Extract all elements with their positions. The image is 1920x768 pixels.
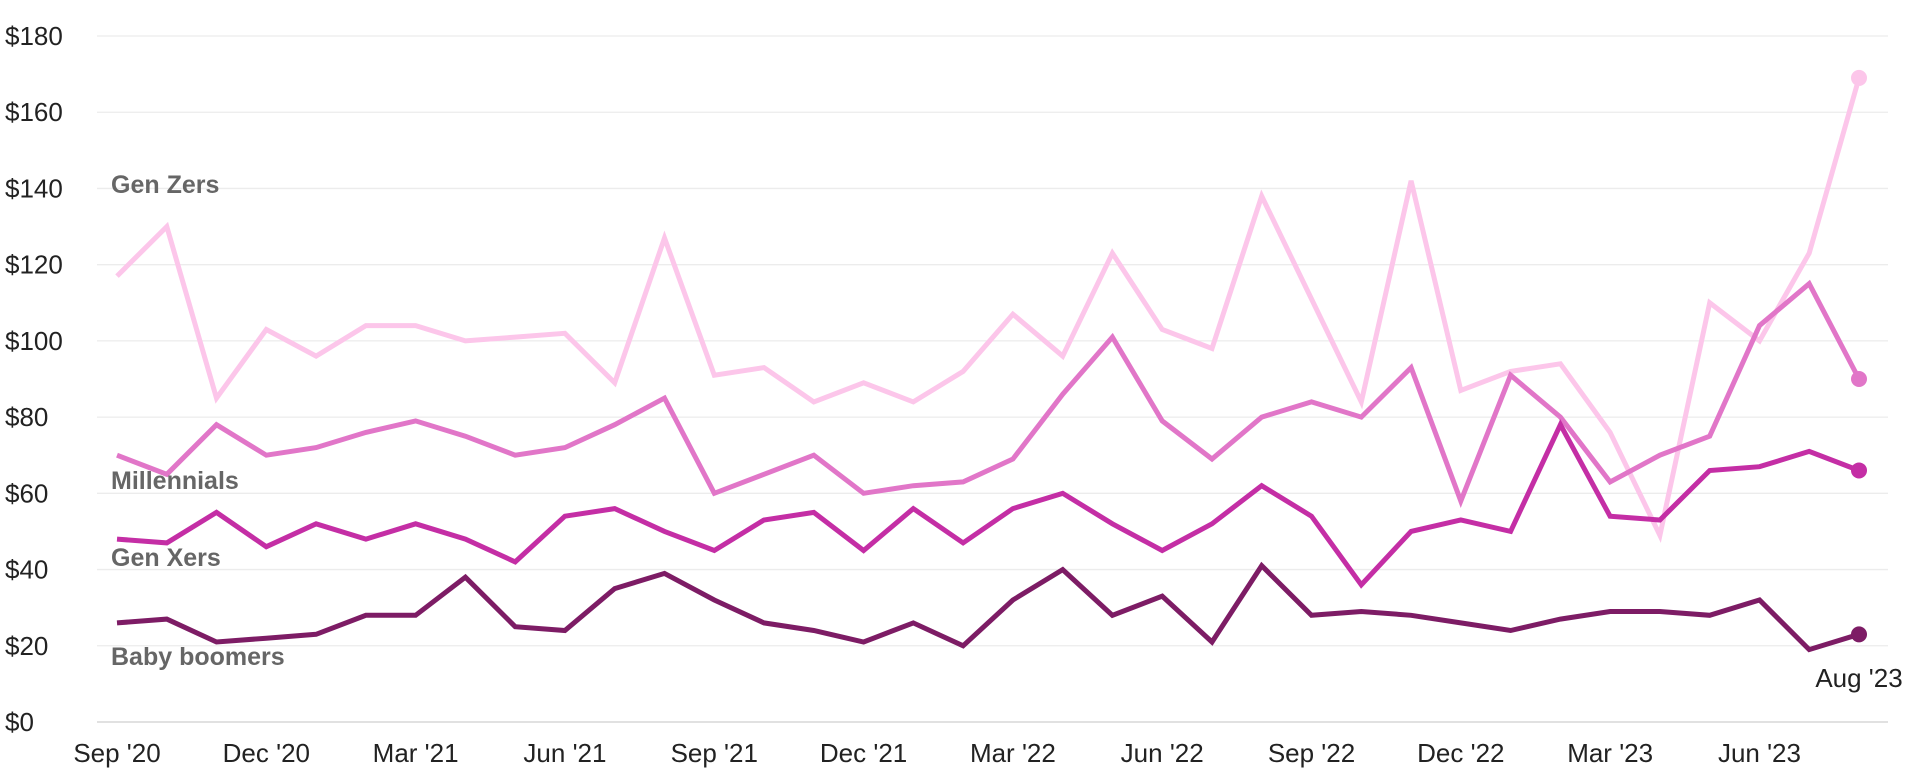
x-tick-label: Dec '20	[223, 738, 310, 768]
x-tick-label: Mar '23	[1567, 738, 1653, 768]
y-tick-label: $0	[5, 707, 34, 737]
series-line	[115, 77, 1862, 543]
series-label: Baby boomers	[111, 643, 285, 671]
y-tick-label: $160	[5, 97, 63, 127]
y-tick-label: $60	[5, 478, 48, 508]
series-end-point	[1851, 626, 1867, 643]
series-label: Gen Zers	[111, 171, 219, 199]
series-line	[116, 561, 1860, 653]
series-line	[116, 419, 1860, 589]
y-tick-label: $40	[5, 555, 48, 585]
x-tick-label: Sep '22	[1268, 738, 1355, 768]
x-tick-label: Mar '22	[970, 738, 1056, 768]
y-tick-label: $180	[5, 21, 63, 51]
series-end-point	[1851, 371, 1867, 387]
series-end-point	[1851, 69, 1867, 86]
y-tick-label: $80	[5, 402, 48, 432]
y-tick-label: $100	[5, 326, 63, 356]
x-tick-label: Dec '22	[1417, 738, 1504, 768]
y-axis: $0 $20 $40 $60 $80 $100 $120 $140 $160 $180	[5, 21, 63, 737]
x-tick-label: Jun '22	[1121, 738, 1204, 768]
series-lines	[115, 69, 1867, 653]
x-axis: Sep '20 Dec '20 Mar '21 Jun '21 Sep '21 Dec '…	[73, 738, 1801, 768]
y-tick-label: $20	[5, 631, 48, 661]
x-tick-label: Jun '21	[523, 738, 606, 768]
x-tick-label: Sep '21	[671, 738, 758, 768]
x-tick-label: Sep '20	[73, 738, 160, 768]
y-tick-label: $140	[5, 173, 63, 203]
x-tick-label: Mar '21	[373, 738, 459, 768]
series-labels: Gen Zers Millennials Gen Xers Baby boomers A…	[111, 171, 1903, 693]
series-label: Gen Xers	[111, 544, 221, 572]
series-line	[116, 279, 1862, 508]
series-end-point	[1851, 462, 1867, 479]
y-tick-label: $120	[5, 250, 63, 280]
series-label: Millennials	[111, 467, 239, 495]
x-tick-label: Jun '23	[1718, 738, 1801, 768]
end-date-label: Aug '23	[1815, 663, 1902, 693]
x-tick-label: Dec '21	[820, 738, 907, 768]
